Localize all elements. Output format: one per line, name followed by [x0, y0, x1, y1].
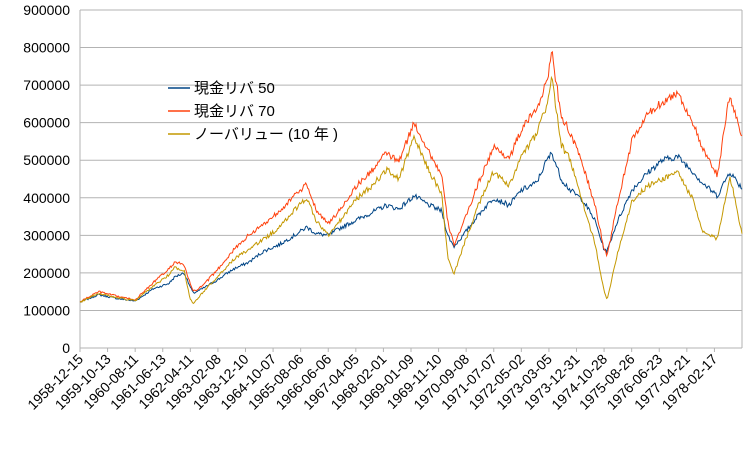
y-tick-label: 300000: [23, 227, 70, 243]
y-tick-label: 900000: [23, 2, 70, 18]
legend-label: 現金リバ 50: [194, 80, 275, 97]
legend-label: ノーバリュー (10 年 ): [194, 126, 338, 143]
series-line-3: [79, 75, 743, 305]
y-tick-label: 800000: [23, 40, 70, 56]
series-line-1: [79, 151, 743, 303]
y-tick-label: 0: [62, 340, 70, 356]
x-axis-tick-labels: 1958-12-151959-10-131960-08-111961-06-13…: [24, 348, 721, 413]
grid-lines: [79, 9, 743, 349]
y-tick-label: 500000: [23, 152, 70, 168]
series-lines: [79, 50, 743, 305]
y-tick-label: 100000: [23, 302, 70, 318]
legend-label: 現金リバ 70: [194, 103, 275, 120]
y-tick-label: 700000: [23, 77, 70, 93]
y-tick-label: 600000: [23, 115, 70, 131]
legend: 現金リバ 50 現金リバ 70 ノーバリュー (10 年 ): [168, 80, 338, 143]
y-axis-tick-labels: 0 100000 200000 300000 400000 500000 600000 700…: [23, 2, 70, 356]
series-line-2: [79, 50, 743, 303]
y-tick-label: 200000: [23, 265, 70, 281]
y-tick-label: 400000: [23, 190, 70, 206]
